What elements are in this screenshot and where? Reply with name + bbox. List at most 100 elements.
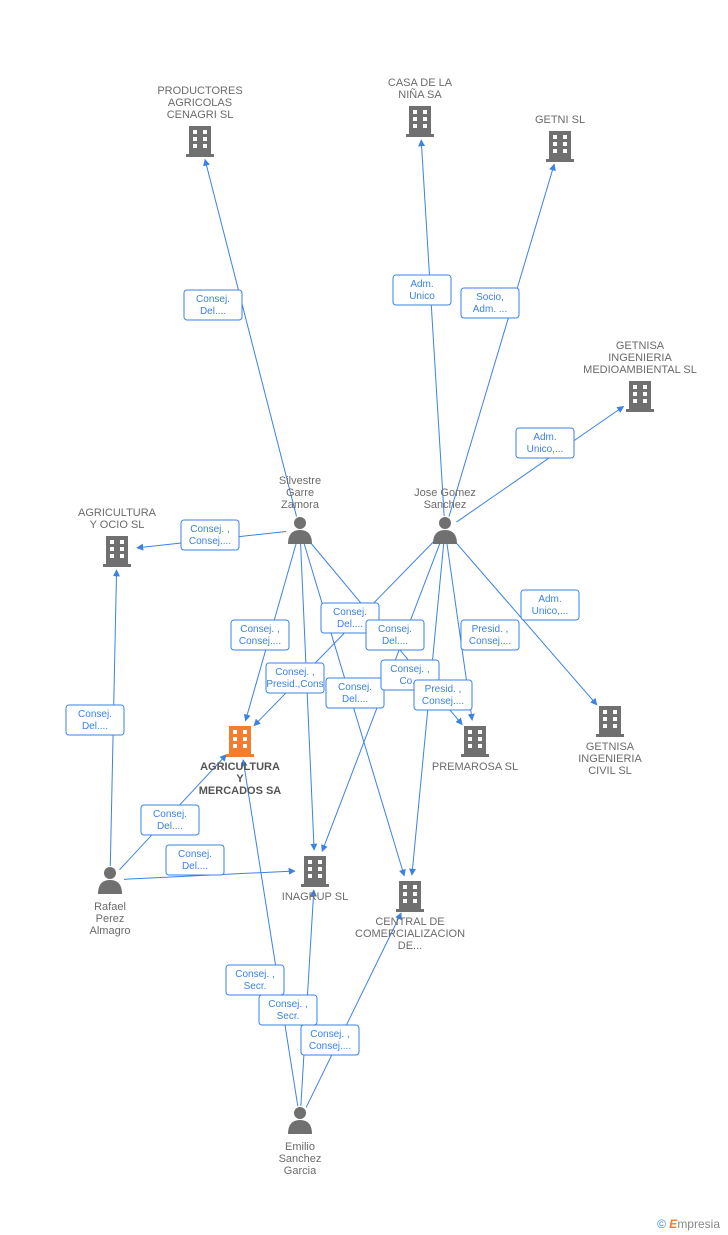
node-label: INGENIERIA [608,352,672,364]
node-label: Jose Gomez [414,487,476,499]
edge-label-text: Secr. [244,981,267,992]
node-label: MERCADOS SA [199,785,282,797]
node-company[interactable]: AGRICULTURAY OCIO SL [78,507,157,567]
brand-rest: mpresia [677,1217,720,1231]
edge-label-text: Unico [409,291,435,302]
node-label: NIÑA SA [398,88,442,101]
node-company[interactable]: PRODUCTORESAGRICOLASCENAGRI SL [157,85,242,157]
edge-label-text: Consej. [196,294,230,305]
node-label: CASA DE LA [388,77,453,89]
edge-label-text: Secr. [277,1011,300,1022]
edge-label-text: Consej. , [268,999,307,1010]
node-label: Zamora [281,499,320,511]
edge-label-text: Del.... [82,721,108,732]
node-company[interactable]: CENTRAL DECOMERCIALIZACIONDE... [355,881,465,952]
node-label: Rafael [94,901,126,913]
node-label: DE... [398,940,422,952]
edge-label-text: Consej.... [189,536,231,547]
building-icon [103,536,131,567]
node-company[interactable]: INAGRUP SL [282,856,348,903]
edge [301,544,315,850]
node-label: INGENIERIA [578,753,642,765]
node-company[interactable]: CASA DE LANIÑA SA [388,77,453,137]
edge-label-text: Del.... [337,619,363,630]
edge [306,913,401,1107]
person-icon [288,517,312,544]
edge-label-text: Consej.... [239,636,281,647]
node-company[interactable]: GETNI SL [535,114,585,162]
node-label: Y OCIO SL [90,519,145,531]
node-person[interactable]: EmilioSanchezGarcia [279,1107,322,1177]
edge-label-text: Consej.... [469,636,511,647]
node-company[interactable]: GETNISAINGENIERIACIVIL SL [578,706,642,777]
node-company[interactable]: PREMAROSA SL [432,726,518,773]
edge-label-text: Consej. [338,682,372,693]
edge [205,159,297,516]
edge-label-text: Consej. , [190,524,229,535]
edge-label-text: Del.... [200,306,226,317]
node-label: Sanchez [279,1153,322,1165]
node-label: PRODUCTORES [157,85,242,97]
edge-label-text: Consej. [153,809,187,820]
node-label: AGRICULTURA [78,507,157,519]
edge-label-text: Adm. [538,594,561,605]
edge-label-text: Consej. [378,624,412,635]
edge-label-text: Consej. , [390,664,429,675]
edge-label-text: Consej. , [310,1029,349,1040]
node-label: GETNISA [586,741,635,753]
node-label: GETNISA [616,340,665,352]
node-label: CENTRAL DE [375,916,444,928]
person-icon [288,1107,312,1134]
node-label: CIVIL SL [588,765,632,777]
edge-label-text: Unico,... [527,444,564,455]
edge-label-text: Consej. , [275,667,314,678]
edge [304,543,404,875]
edge-label-text: Adm. ... [473,304,507,315]
node-label: AGRICOLAS [168,97,232,109]
node-label: INAGRUP SL [282,891,348,903]
edge-label-text: Consej.... [309,1041,351,1052]
node-label: Almagro [90,925,131,937]
edge [421,140,444,516]
node-label: Y [236,773,244,785]
edge-label-text: Unico,... [532,606,569,617]
node-label: Garcia [284,1165,317,1177]
building-icon [301,856,329,887]
person-icon [98,867,122,894]
node-label: PREMAROSA SL [432,761,518,773]
edge-label-text: Del.... [382,636,408,647]
edge-label-text: Presid. , [472,624,509,635]
node-company[interactable]: GETNISAINGENIERIAMEDIOAMBIENTAL SL [583,340,697,412]
edge-label-text: Presid.,Cons [266,679,323,690]
edge-label-text: Presid. , [425,684,462,695]
building-icon [626,381,654,412]
person-icon [433,517,457,544]
node-label: Perez [96,913,125,925]
edge-label-text: Consej. [333,607,367,618]
copyright-symbol: © [657,1217,666,1231]
node-label: AGRICULTURA [200,761,280,773]
edge-label-text: Consej. , [235,969,274,980]
building-icon [546,131,574,162]
building-icon [461,726,489,757]
building-icon [596,706,624,737]
footer-copyright: © Empresia [657,1217,720,1231]
node-person[interactable]: SilvestreGarreZamora [279,475,321,544]
node-label: CENAGRI SL [167,109,234,121]
edge [457,406,624,522]
node-label: MEDIOAMBIENTAL SL [583,364,697,376]
edge-label-text: Consej.... [422,696,464,707]
node-person[interactable]: RafaelPerezAlmagro [90,867,131,937]
node-company[interactable]: AGRICULTURAYMERCADOS SA [199,726,282,797]
edge-label-text: Adm. [533,432,556,443]
edge [449,164,554,516]
node-label: COMERCIALIZACION [355,928,465,940]
building-icon [396,881,424,912]
edge-label-text: Consej. , [240,624,279,635]
node-label: Emilio [285,1141,315,1153]
edge-label-text: Consej. [78,709,112,720]
network-graph: Consej.Del....Adm.UnicoSocio,Adm. ...Adm… [0,0,728,1235]
edge-label-text: Consej. [178,849,212,860]
node-label: GETNI SL [535,114,585,126]
edge-label-text: Del.... [182,861,208,872]
